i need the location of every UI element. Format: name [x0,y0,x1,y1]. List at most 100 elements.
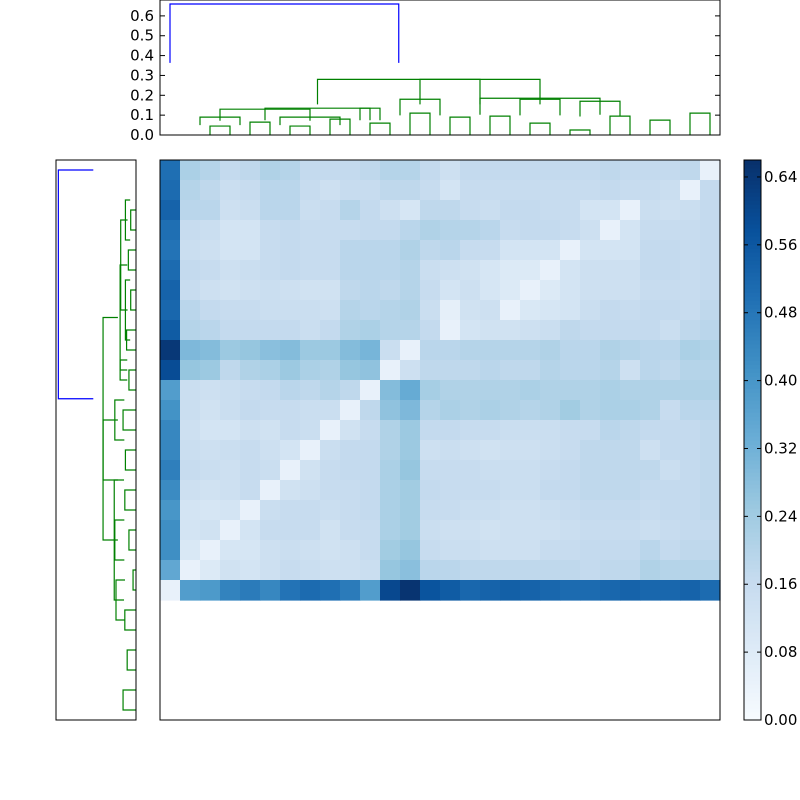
heatmap-cell [420,480,441,501]
heatmap-cell [260,280,281,301]
colorbar-segment [744,708,761,713]
heatmap-cell [340,440,361,461]
colorbar-segment [744,512,761,517]
heatmap-cell [320,580,341,601]
heatmap-cell [240,420,261,441]
left-dendrogram-link [126,649,136,671]
heatmap-cell [200,280,221,301]
heatmap-cell [460,500,481,521]
heatmap-cell [640,260,661,281]
colorbar-segment [744,468,761,473]
heatmap-cell [560,480,581,501]
heatmap-cell [280,500,301,521]
heatmap-cell [480,240,501,261]
heatmap-cell [400,540,421,561]
heatmap-cell [240,260,261,281]
heatmap-cell [480,420,501,441]
heatmap-cell [560,300,581,321]
heatmap-cell [380,180,401,201]
heatmap-cell [200,420,221,441]
heatmap-cell [580,500,601,521]
heatmap-cell [320,380,341,401]
heatmap-cell [600,220,621,241]
heatmap-cell [700,480,721,501]
heatmap-cell [480,580,501,601]
heatmap-cell [420,220,441,241]
colorbar-tick-label: 0.16 [764,575,797,593]
heatmap-cell [380,340,401,361]
heatmap-cell [340,520,361,541]
heatmap-cell [300,540,321,561]
heatmap-cell [640,580,661,601]
colorbar-segment [744,316,761,321]
heatmap-cell [460,480,481,501]
colorbar-segment [744,200,761,205]
heatmap-cell [380,360,401,381]
heatmap-cell [240,200,261,221]
heatmap-cell [420,500,441,521]
heatmap-cell [640,220,661,241]
colorbar-segment [744,268,761,273]
heatmap-cell [620,460,641,481]
heatmap-cell [180,560,201,581]
heatmap-cell [280,580,301,601]
colorbar-segment [744,608,761,613]
colorbar-segment [744,352,761,357]
top-dendrogram-link [249,121,271,135]
heatmap-cell [200,260,221,281]
colorbar-segment [744,716,761,721]
colorbar-segment [744,704,761,709]
heatmap-cell [200,240,221,261]
colorbar-segment [744,532,761,537]
heatmap-cell [520,520,541,541]
colorbar-segment [744,348,761,353]
colorbar-segment [744,248,761,253]
heatmap-cell [320,280,341,301]
heatmap-cell [400,480,421,501]
heatmap-cell [180,360,201,381]
colorbar-segment [744,424,761,429]
heatmap-cell [640,460,661,481]
heatmap-cell [200,400,221,421]
heatmap-cell [160,540,181,561]
heatmap-cell [640,200,661,221]
heatmap-cell [340,280,361,301]
colorbar-segment [744,344,761,349]
heatmap-cell [540,280,561,301]
heatmap-cell [240,340,261,361]
colorbar-segment [744,284,761,289]
heatmap-cell [600,560,621,581]
heatmap-cell [340,560,361,581]
heatmap-cell [580,540,601,561]
heatmap-cell [200,540,221,561]
heatmap-cell [320,400,341,421]
heatmap-cell [320,460,341,481]
heatmap-cell [620,540,641,561]
colorbar-segment [744,536,761,541]
heatmap-cell [480,300,501,321]
heatmap-cell [400,300,421,321]
colorbar-segment [744,208,761,213]
heatmap-cell [700,380,721,401]
heatmap-cell [560,560,581,581]
colorbar-segment [744,520,761,525]
heatmap-cell [240,160,261,181]
heatmap-cell [240,540,261,561]
heatmap-cell [320,320,341,341]
heatmap-cell [380,500,401,521]
heatmap-cell [440,460,461,481]
heatmap-cell [660,420,681,441]
heatmap-cell [340,580,361,601]
heatmap-cell [620,520,641,541]
heatmap-cell [300,420,321,441]
heatmap-cell [380,260,401,281]
heatmap-cell [480,500,501,521]
heatmap-cell [520,260,541,281]
heatmap-cell [280,440,301,461]
heatmap-cell [560,180,581,201]
colorbar-tick-label: 0.24 [764,507,797,525]
heatmap-cell [620,580,641,601]
colorbar-segment [744,164,761,169]
heatmap-cell [240,560,261,581]
heatmap-cell [440,380,461,401]
